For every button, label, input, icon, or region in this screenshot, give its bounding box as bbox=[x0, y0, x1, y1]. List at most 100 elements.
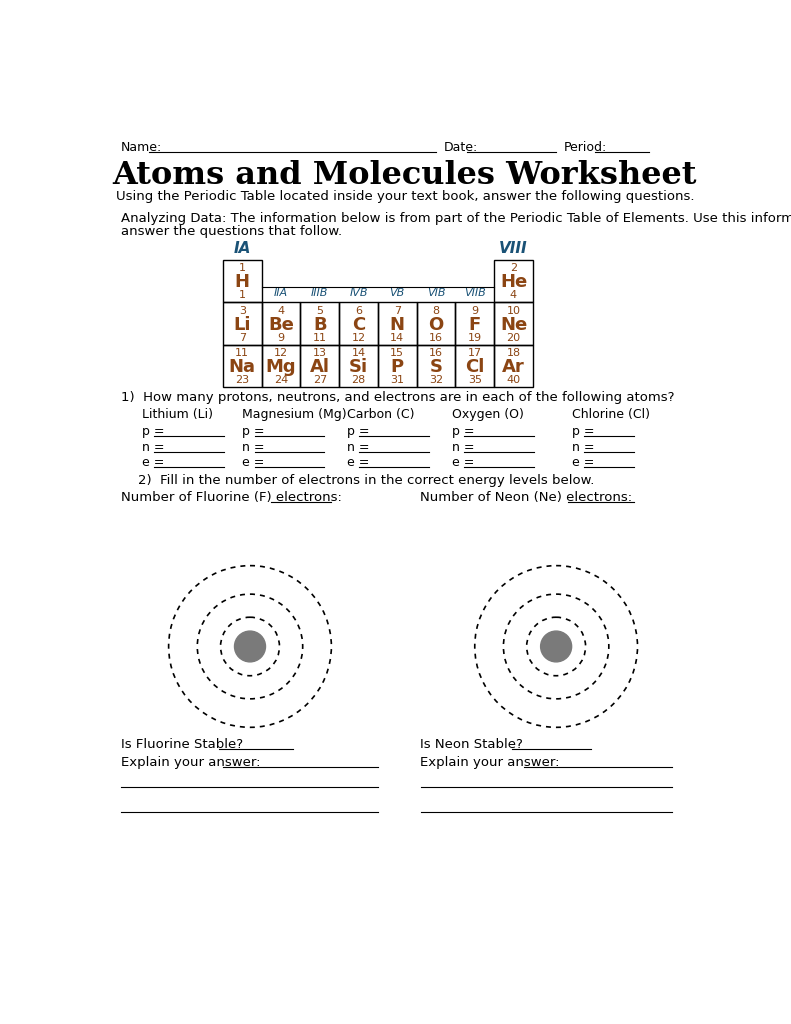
Text: O: O bbox=[429, 315, 444, 334]
Text: p =: p = bbox=[452, 425, 474, 438]
Bar bbox=[262, 302, 301, 345]
Text: Explain your answer:: Explain your answer: bbox=[421, 757, 560, 769]
Bar bbox=[223, 260, 262, 302]
Text: He: He bbox=[500, 273, 527, 291]
Text: Number of Neon (Ne) electrons:: Number of Neon (Ne) electrons: bbox=[421, 492, 637, 505]
Text: e =: e = bbox=[452, 456, 474, 469]
Text: 11: 11 bbox=[235, 348, 249, 358]
Text: Li: Li bbox=[233, 315, 251, 334]
Text: 9: 9 bbox=[278, 333, 285, 343]
Text: 32: 32 bbox=[429, 375, 443, 385]
Circle shape bbox=[540, 631, 572, 662]
Text: IVB: IVB bbox=[350, 288, 368, 298]
Text: Be: Be bbox=[268, 315, 294, 334]
Text: S: S bbox=[430, 358, 442, 376]
Text: Magnesium (Mg): Magnesium (Mg) bbox=[242, 409, 347, 421]
Text: IA: IA bbox=[233, 241, 251, 256]
Text: e =: e = bbox=[572, 456, 594, 469]
Text: Chlorine (Cl): Chlorine (Cl) bbox=[572, 409, 649, 421]
Text: 7: 7 bbox=[239, 333, 246, 343]
Text: 40: 40 bbox=[506, 375, 520, 385]
Text: 12: 12 bbox=[351, 333, 365, 343]
Text: 4: 4 bbox=[510, 291, 517, 300]
Text: Period:: Period: bbox=[564, 141, 607, 154]
Text: Al: Al bbox=[310, 358, 330, 376]
Text: p =: p = bbox=[142, 425, 164, 438]
Text: Carbon (C): Carbon (C) bbox=[347, 409, 414, 421]
Bar bbox=[417, 302, 456, 345]
Text: 4: 4 bbox=[278, 306, 285, 315]
Text: N: N bbox=[390, 315, 405, 334]
Text: 1: 1 bbox=[239, 291, 246, 300]
Text: Mg: Mg bbox=[266, 358, 297, 376]
Text: n =: n = bbox=[347, 440, 369, 454]
Text: 28: 28 bbox=[351, 375, 365, 385]
Text: 27: 27 bbox=[312, 375, 327, 385]
Text: 15: 15 bbox=[390, 348, 404, 358]
Bar bbox=[262, 345, 301, 387]
Text: Lithium (Li): Lithium (Li) bbox=[142, 409, 213, 421]
Text: Is Neon Stable?: Is Neon Stable? bbox=[421, 737, 524, 751]
Text: 3: 3 bbox=[239, 306, 246, 315]
Text: 11: 11 bbox=[312, 333, 327, 343]
Text: Date:: Date: bbox=[444, 141, 478, 154]
Bar bbox=[223, 302, 262, 345]
Text: 23: 23 bbox=[235, 375, 249, 385]
Text: 5: 5 bbox=[316, 306, 324, 315]
Text: 12: 12 bbox=[274, 348, 288, 358]
Text: IIIB: IIIB bbox=[311, 288, 328, 298]
Text: Explain your answer:: Explain your answer: bbox=[120, 757, 260, 769]
Text: answer the questions that follow.: answer the questions that follow. bbox=[120, 225, 342, 238]
Bar bbox=[378, 302, 417, 345]
Bar bbox=[494, 302, 533, 345]
Text: 24: 24 bbox=[274, 375, 288, 385]
Bar bbox=[301, 302, 339, 345]
Text: n =: n = bbox=[572, 440, 594, 454]
Text: 20: 20 bbox=[506, 333, 520, 343]
Text: Na: Na bbox=[229, 358, 255, 376]
Text: VB: VB bbox=[390, 288, 405, 298]
Text: e =: e = bbox=[347, 456, 369, 469]
Text: p =: p = bbox=[242, 425, 265, 438]
Text: Name:: Name: bbox=[120, 141, 162, 154]
Text: P: P bbox=[391, 358, 404, 376]
Text: e =: e = bbox=[142, 456, 164, 469]
Text: Number of Fluorine (F) electrons:: Number of Fluorine (F) electrons: bbox=[120, 492, 346, 505]
Text: 1)  How many protons, neutrons, and electrons are in each of the following atoms: 1) How many protons, neutrons, and elect… bbox=[120, 391, 674, 404]
Bar bbox=[339, 302, 378, 345]
Text: 14: 14 bbox=[351, 348, 365, 358]
Bar bbox=[378, 345, 417, 387]
Text: p =: p = bbox=[572, 425, 594, 438]
Text: IIA: IIA bbox=[274, 288, 288, 298]
Bar bbox=[456, 345, 494, 387]
Text: 9: 9 bbox=[471, 306, 479, 315]
Text: Atoms and Molecules Worksheet: Atoms and Molecules Worksheet bbox=[113, 160, 697, 190]
Text: 13: 13 bbox=[312, 348, 327, 358]
Bar bbox=[494, 260, 533, 302]
Text: 7: 7 bbox=[394, 306, 401, 315]
Text: VIB: VIB bbox=[427, 288, 445, 298]
Text: Cl: Cl bbox=[465, 358, 484, 376]
Text: VIII: VIII bbox=[499, 241, 528, 256]
Text: C: C bbox=[352, 315, 365, 334]
Text: 1: 1 bbox=[239, 263, 246, 273]
Bar bbox=[301, 345, 339, 387]
Text: n =: n = bbox=[452, 440, 474, 454]
Text: p =: p = bbox=[347, 425, 369, 438]
Text: B: B bbox=[313, 315, 327, 334]
Text: Ar: Ar bbox=[502, 358, 525, 376]
Bar bbox=[223, 345, 262, 387]
Text: 17: 17 bbox=[467, 348, 482, 358]
Text: 18: 18 bbox=[506, 348, 520, 358]
Text: Analyzing Data: The information below is from part of the Periodic Table of Elem: Analyzing Data: The information below is… bbox=[120, 212, 791, 225]
Text: 19: 19 bbox=[467, 333, 482, 343]
Text: 8: 8 bbox=[433, 306, 440, 315]
Text: 14: 14 bbox=[390, 333, 404, 343]
Text: 31: 31 bbox=[390, 375, 404, 385]
Text: Ne: Ne bbox=[500, 315, 527, 334]
Text: 2: 2 bbox=[510, 263, 517, 273]
Text: n =: n = bbox=[242, 440, 265, 454]
Text: 16: 16 bbox=[429, 333, 443, 343]
Text: Oxygen (O): Oxygen (O) bbox=[452, 409, 524, 421]
Text: F: F bbox=[468, 315, 481, 334]
